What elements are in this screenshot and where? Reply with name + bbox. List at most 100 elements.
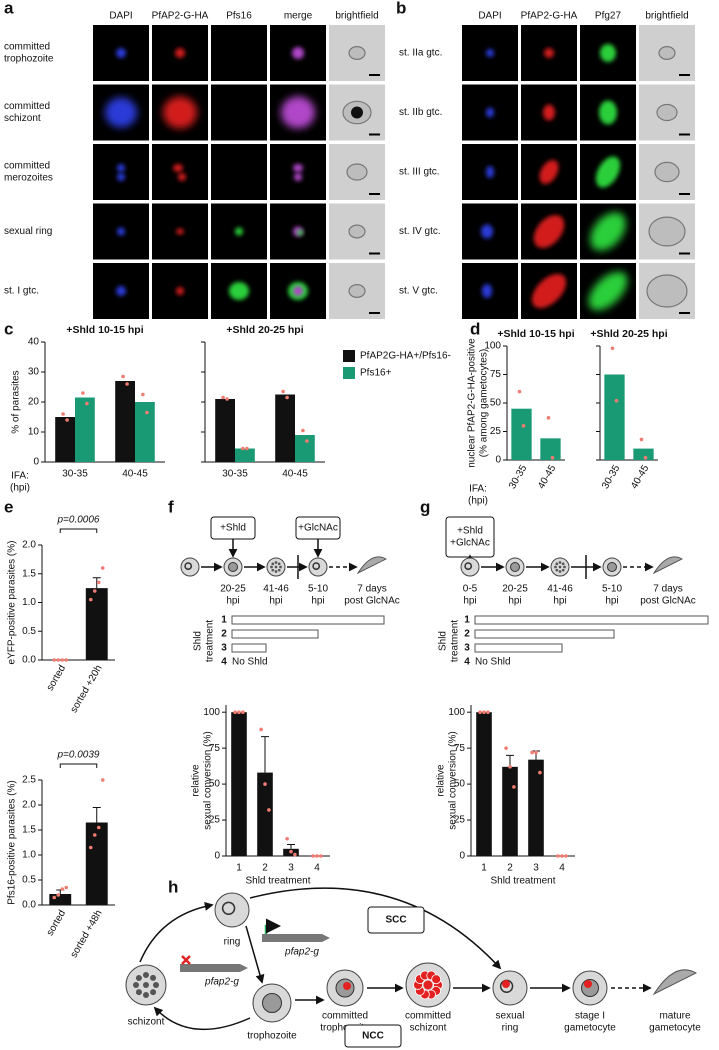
rbc [308,557,328,577]
y-tick-label: 0.5 [22,875,36,886]
y-axis-label: relative [191,764,202,797]
y-tick-label: 0.0 [22,655,36,666]
time-label: post GlcNAc [640,596,696,607]
hemozoin [351,106,363,119]
y-tick-label: 0 [33,457,39,468]
bar [540,438,561,460]
panel-label: f [168,497,174,516]
data-point [504,746,508,750]
y-axis-label: relative [436,764,447,797]
image-cell [211,25,267,81]
merozoite [558,570,562,573]
panel-label: e [4,497,13,516]
treatment-number: 4 [221,657,227,668]
bar [75,397,95,462]
gene-label: pfap2-g [204,977,239,988]
panel-label: a [4,0,14,17]
y-tick-label: 40 [28,337,40,348]
data-point [267,808,271,812]
data-point [610,346,615,351]
row-label: trophozoite [4,54,54,65]
data-point [643,455,648,460]
fluorescence [600,44,616,62]
x-tick-label: 30-35 [507,463,530,491]
merozoite [271,562,275,566]
merozoite [150,974,157,981]
y-tick-label: 2.0 [22,540,36,551]
merozoite [135,974,142,981]
column-header: DAPI [478,11,501,22]
data-point [508,765,512,769]
stage-label: committed [322,1011,368,1022]
time-label: hpi [311,596,324,607]
data-point [315,854,319,858]
column-header: merge [284,11,313,22]
x-axis-label: (hpi) [468,496,488,507]
cell-outline [348,45,366,60]
p-value: p=0.0039 [57,750,100,761]
stage-label: schizont [410,1023,447,1034]
merozoite [150,989,157,996]
treatment-axis-label: treatment [205,620,216,662]
fluorescence [117,164,125,172]
box [344,1024,402,1048]
data-point [88,845,93,850]
treatment-number: 3 [464,643,470,654]
y-tick-label: 25 [454,815,466,826]
merozoite [143,982,149,988]
time-label: 41-46 [547,584,573,595]
box [367,906,425,934]
chart-title: +Shld 10-15 hpi [66,324,143,336]
merozoite [277,562,281,566]
data-point [52,895,57,900]
fluorescence [293,164,303,172]
error-bar [261,736,269,773]
nucleus [502,980,510,988]
bar [49,894,72,905]
data-point [64,885,69,890]
treatment-box-label: +GlcNAc [450,538,490,549]
y-tick-label: 100 [484,341,501,352]
rbc [180,557,200,577]
fluorescence [539,160,559,184]
data-point [285,836,289,841]
bar [275,394,295,462]
merozoite [274,561,278,564]
y-tick-label: 75 [490,369,502,380]
row-label: committed [4,42,50,53]
treatment-bar [474,615,709,625]
image-cell [152,144,208,200]
time-label: 20-25 [220,584,246,595]
bar [511,408,532,460]
data-point [100,778,105,782]
gametocyte [652,556,684,575]
x-tick-label: 40-45 [282,469,308,480]
legend-label: Pfs16+ [360,368,392,379]
treatment-number: 2 [221,629,227,640]
fluorescence [481,224,493,239]
fluorescence [235,227,243,236]
row-label: st. V gtc. [399,286,438,297]
y-tick-label: 0 [495,455,501,466]
treatment-box-label: +GlcNAc [298,523,338,534]
stage-label: stage I [575,1011,605,1022]
treatment-bar [231,643,267,653]
merozoite [561,562,565,566]
bar [295,435,315,462]
data-point [285,395,289,400]
treatment-bar [474,629,615,639]
rbc [460,557,480,577]
merozoite [274,570,278,573]
fluorescence [117,173,125,181]
legend-swatch [343,367,355,379]
data-point [141,392,145,397]
x-axis-label: Shld treatment [490,876,555,887]
data-point [517,389,522,394]
stage-label: gametocyte [564,1023,616,1034]
fluorescence [294,173,302,181]
data-point [221,395,225,400]
fluorescence [292,47,304,59]
y-tick-label: 1.0 [22,850,36,861]
stage-label: schizont [128,1017,165,1028]
